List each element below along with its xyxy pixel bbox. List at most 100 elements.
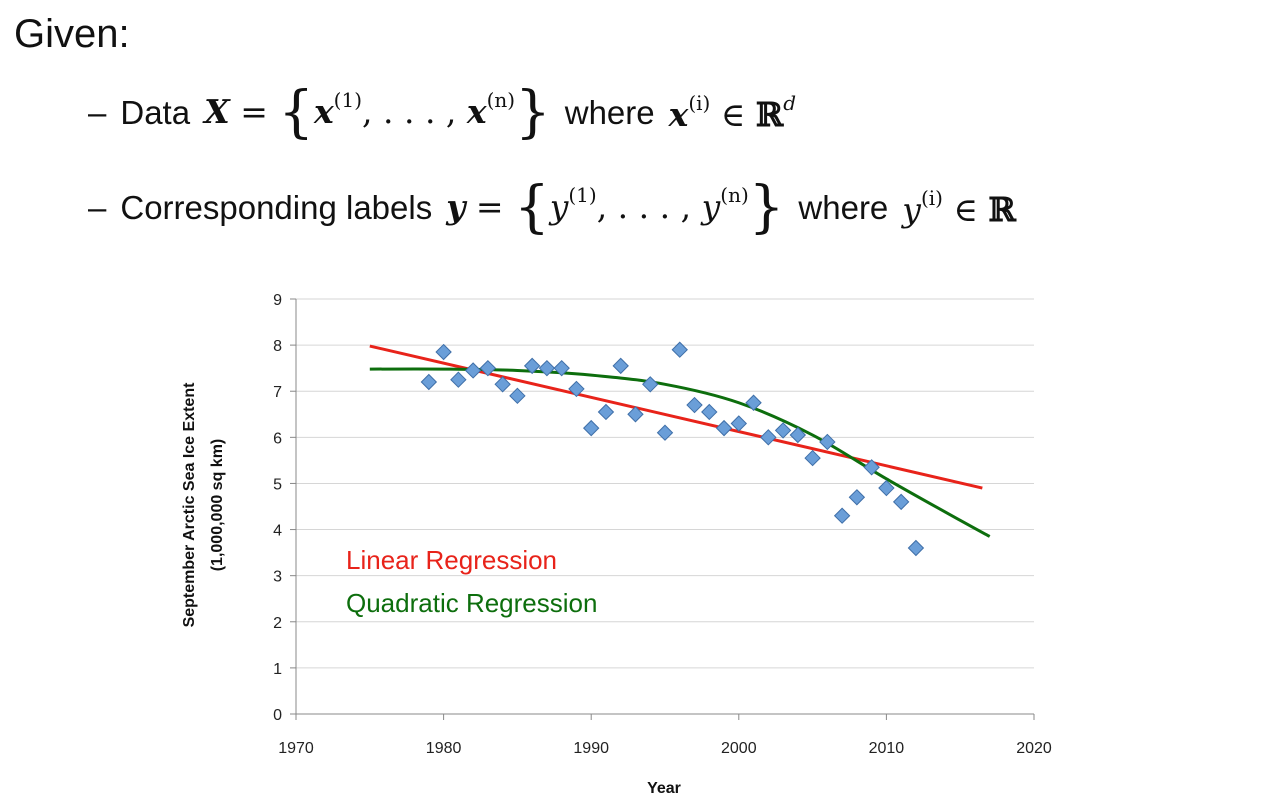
equals-sign: = — [240, 92, 268, 131]
superscript-last: (n) — [720, 183, 749, 207]
data-point — [494, 376, 511, 393]
data-point — [760, 429, 777, 446]
membership-formula: x(i) ∈ ℝd — [669, 91, 796, 134]
y-tick-label-8: 8 — [273, 338, 282, 355]
y-tick-label-9: 9 — [273, 292, 282, 309]
data-point — [450, 371, 467, 388]
where-text: where — [564, 93, 655, 131]
element-last: y — [701, 187, 721, 226]
data-point — [774, 422, 792, 439]
element-first: y — [549, 187, 569, 226]
fit-lines — [369, 344, 991, 538]
data-point — [892, 493, 910, 511]
data-point — [686, 396, 703, 414]
data-point — [642, 376, 659, 393]
x-tick-label-2000: 2000 — [721, 740, 757, 757]
open-brace: { — [514, 175, 550, 240]
data-point — [420, 373, 438, 391]
element-of-sign: ∈ — [720, 95, 746, 134]
x-tick-label-1970: 1970 — [278, 740, 314, 757]
data-points — [420, 341, 925, 557]
bullet-dash: – — [88, 93, 107, 131]
y-tick-label-2: 2 — [273, 615, 282, 632]
quadratic-regression-line — [369, 367, 991, 538]
legend-quadratic-regression: Quadratic Regression — [346, 588, 597, 618]
data-point — [656, 424, 674, 441]
bullet-label: Data — [120, 93, 191, 131]
x-tick-label-1990: 1990 — [573, 740, 609, 757]
data-point — [538, 359, 556, 377]
data-point — [627, 406, 644, 423]
equals-sign: = — [475, 187, 504, 226]
data-point — [878, 479, 895, 497]
ellipsis: , . . . , — [596, 187, 702, 226]
element-where: x — [668, 95, 689, 134]
data-set-formula: X = {x(1), . . . , x(n)} — [204, 80, 551, 145]
superscript-first: (1) — [568, 183, 597, 207]
data-point — [523, 357, 541, 375]
superscript-first: (1) — [333, 88, 363, 112]
y-axis-title: September Arctic Sea Ice Extent — [181, 382, 198, 628]
element-of-sign: ∈ — [953, 190, 978, 229]
superscript-where: (i) — [688, 91, 711, 115]
element-first: x — [313, 92, 334, 131]
where-text: where — [798, 188, 889, 226]
y-tick-label-5: 5 — [273, 476, 282, 493]
element-where: y — [902, 190, 921, 229]
membership-formula: y(i) ∈ ℝ — [902, 186, 1016, 229]
element-last: x — [466, 92, 487, 131]
data-point — [509, 387, 526, 405]
dimension-superscript: d — [783, 91, 797, 115]
bullet-labels: – Corresponding labels y = {y(1), . . . … — [88, 175, 1030, 240]
y-tick-label-4: 4 — [273, 523, 282, 540]
x-tick-label-1980: 1980 — [426, 740, 462, 757]
data-point — [671, 341, 688, 358]
data-point — [553, 359, 570, 377]
real-space: ℝ — [988, 190, 1016, 229]
tick-labels: 0 1 2 3 4 5 6 7 8 9 1970 1980 1990 2000 2010 2020 — [273, 292, 1052, 757]
data-point — [715, 419, 733, 437]
y-tick-label-1: 1 — [273, 661, 282, 678]
gridlines — [296, 298, 1034, 669]
legend-linear-regression: Linear Regression — [346, 545, 557, 575]
x-axis-title: Year — [647, 780, 681, 797]
data-point — [568, 380, 585, 398]
set-symbol: X — [204, 92, 230, 131]
data-point — [907, 539, 925, 557]
data-point — [597, 403, 615, 421]
label-set-formula: y = {y(1), . . . , y(n)} — [446, 175, 784, 240]
data-point — [863, 459, 880, 476]
data-point — [582, 419, 600, 437]
x-tick-label-2010: 2010 — [869, 740, 905, 757]
open-brace: { — [278, 80, 314, 145]
bullet-label: Corresponding labels — [120, 188, 433, 226]
superscript-last: (n) — [486, 88, 516, 112]
close-brace: } — [515, 80, 551, 145]
y-tick-label-3: 3 — [273, 569, 282, 586]
data-point — [612, 357, 629, 375]
data-point — [804, 449, 821, 467]
y-axis-subtitle: (1,000,000 sq km) — [209, 439, 226, 572]
data-point — [789, 426, 807, 444]
superscript-where: (i) — [920, 186, 943, 210]
data-point — [464, 362, 482, 379]
real-space: ℝ — [755, 95, 784, 134]
data-point — [730, 415, 748, 432]
data-point — [745, 394, 762, 411]
set-symbol: y — [446, 187, 466, 226]
data-point — [435, 343, 452, 361]
x-tick-label-2020: 2020 — [1016, 740, 1052, 757]
ellipsis: , . . . , — [362, 92, 467, 131]
data-point — [848, 489, 866, 506]
axes — [290, 298, 1035, 720]
bullet-data: – Data X = {x(1), . . . , x(n)} where x(… — [88, 80, 810, 145]
close-brace: } — [748, 175, 785, 240]
bullet-dash: – — [88, 188, 107, 226]
data-point — [819, 433, 836, 451]
y-tick-label-0: 0 — [273, 707, 282, 724]
data-point — [479, 359, 497, 377]
y-tick-label-6: 6 — [273, 430, 282, 447]
linear-regression-line — [369, 344, 983, 490]
data-point — [701, 403, 718, 421]
